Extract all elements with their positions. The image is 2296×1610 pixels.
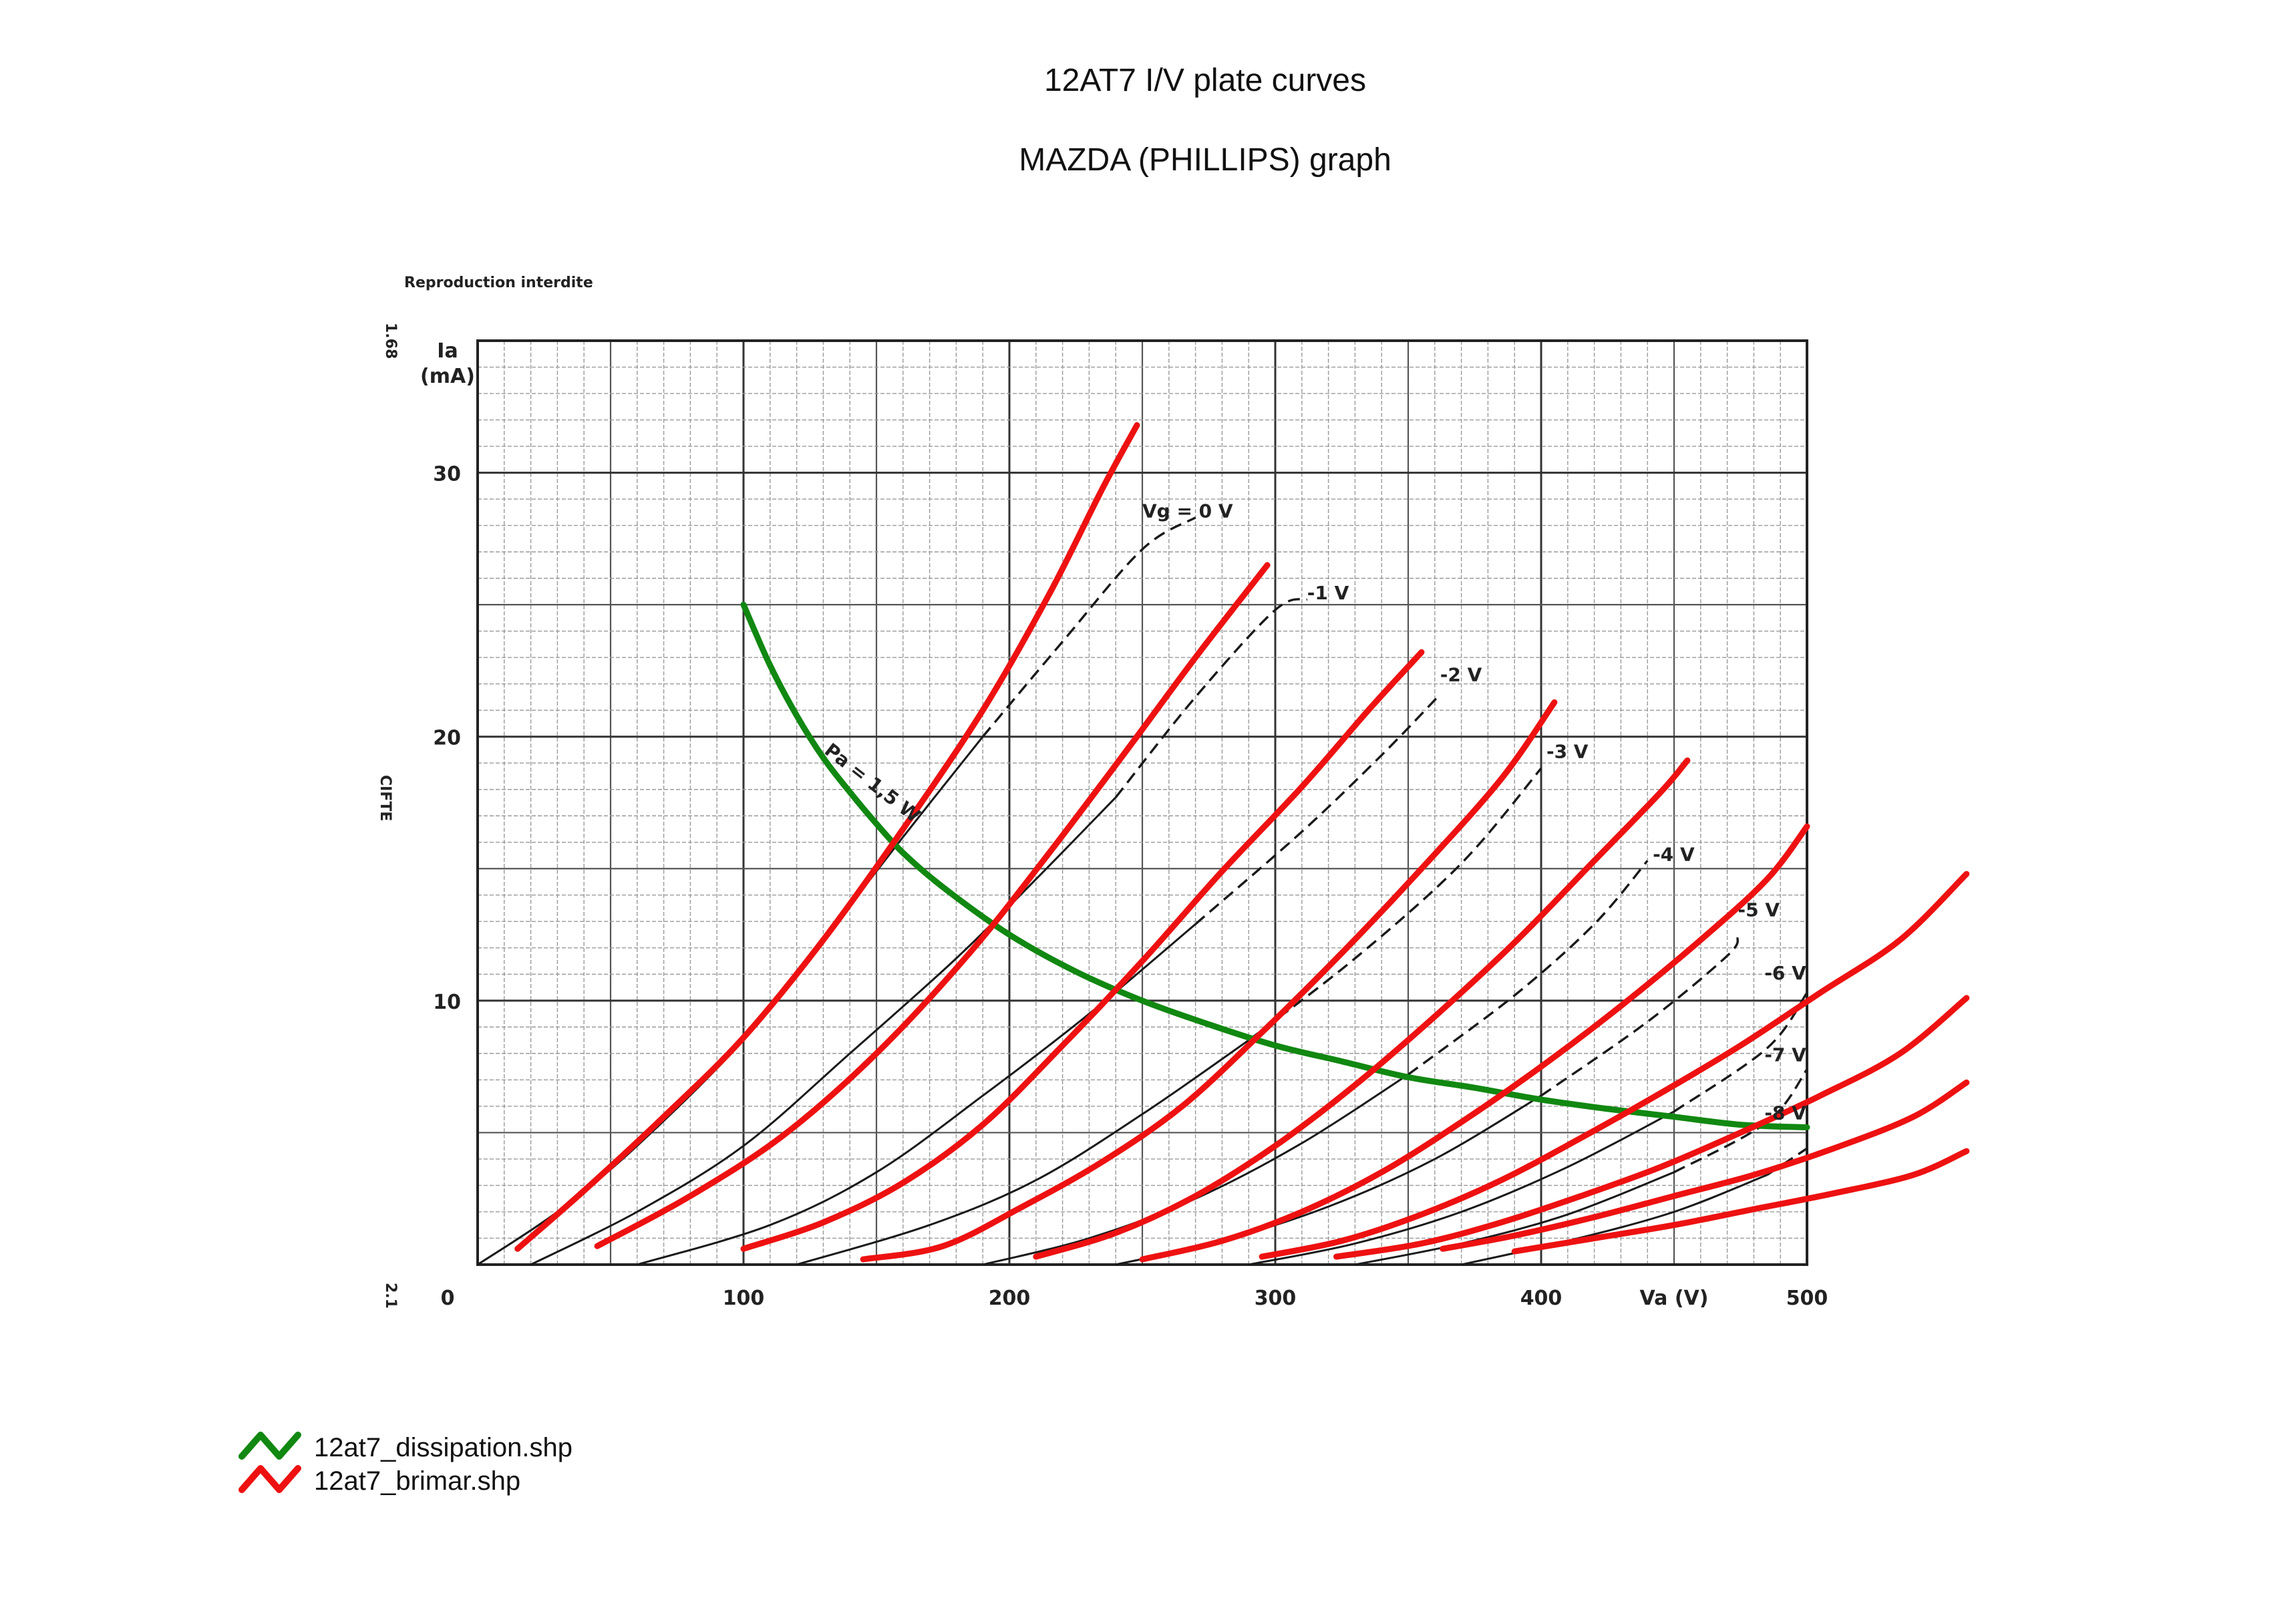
scan-note: Reproduction interdite <box>404 275 593 291</box>
red-line-icon <box>238 1465 301 1493</box>
brimar-curve <box>1511 1148 1970 1255</box>
curve-label: -1 V <box>1307 582 1349 604</box>
series-layer <box>514 422 1970 1263</box>
dissipation-label: Pa = 1,5 W <box>820 739 925 827</box>
legend-label: 12at7_brimar.shp <box>314 1466 520 1496</box>
margin-top-label: 1.68 <box>382 323 399 359</box>
brimar-curve <box>1440 1079 1970 1252</box>
printed-curve-dashed <box>1114 598 1308 798</box>
x-tick-label: 100 <box>723 1287 765 1310</box>
printed-curve-solid <box>637 923 1196 1266</box>
legend-item: 12at7_brimar.shp <box>238 1465 520 1496</box>
printed-curve-solid <box>796 1039 1250 1266</box>
printed-curve-solid <box>1355 1171 1675 1266</box>
legend: 12at7_dissipation.shp 12at7_brimar.shp <box>238 1432 572 1496</box>
legend-item: 12at7_dissipation.shp <box>238 1432 572 1462</box>
printed-curve-dashed <box>1248 768 1542 1041</box>
legend-label: 12at7_dissipation.shp <box>314 1433 572 1462</box>
curve-label: -6 V <box>1764 962 1806 984</box>
green-line-icon <box>238 1432 301 1460</box>
printed-curve-dashed <box>1673 992 1808 1113</box>
x-tick-label: 400 <box>1520 1287 1563 1310</box>
x-origin-label: 0 <box>441 1287 455 1310</box>
brimar-curve <box>860 699 1558 1263</box>
y-axis-label: Ia <box>437 339 458 363</box>
brimar-curve <box>1139 823 1810 1263</box>
x-axis-label: Va (V) <box>1640 1287 1709 1310</box>
brimar-curve <box>514 422 1140 1252</box>
y-tick-label: 10 <box>433 991 461 1014</box>
brimar-curve <box>1333 995 1970 1260</box>
brimar-curve <box>1259 870 1970 1260</box>
curve-label: Vg = 0 V <box>1142 500 1233 522</box>
printed-curve-dashed <box>1673 1068 1808 1174</box>
printed-curve-dashed <box>1540 937 1740 1097</box>
side-label: CIFTE <box>377 775 393 821</box>
curve-label: -4 V <box>1653 843 1695 865</box>
printed-curve-solid <box>530 796 1117 1266</box>
printed-curve-solid <box>1461 1174 1768 1266</box>
brimar-curve <box>594 562 1271 1249</box>
y-axis-unit: (mA) <box>420 365 475 388</box>
x-tick-label: 500 <box>1786 1287 1828 1310</box>
dissipation-curve <box>740 601 1810 1130</box>
printed-curve-solid <box>982 1074 1409 1266</box>
printed-curve-dashed <box>1407 860 1649 1076</box>
curve-label: -5 V <box>1738 899 1780 921</box>
printed-curve-dashed <box>981 516 1196 738</box>
brimar-curve <box>740 649 1425 1252</box>
curve-label: -2 V <box>1440 664 1482 686</box>
y-tick-label: 20 <box>433 727 461 750</box>
curve-labels: Vg = 0 V -1 V -2 V -3 V -4 V -5 V -6 V -7 V -8 V… <box>820 500 1806 1124</box>
x-tick-label: 200 <box>989 1287 1031 1310</box>
curve-label: -8 V <box>1764 1102 1806 1124</box>
curve-label: -3 V <box>1546 740 1589 762</box>
x-tick-label: 300 <box>1255 1287 1297 1310</box>
printed-curve-solid <box>1248 1110 1675 1266</box>
page-title: 12AT7 I/V plate curves <box>1044 63 1366 98</box>
plot-frame <box>476 339 1808 1266</box>
margin-bottom-label: 2.1 <box>382 1283 399 1309</box>
brimar-curve <box>1033 757 1691 1260</box>
y-tick-label: 30 <box>433 463 461 486</box>
curve-label: -7 V <box>1764 1044 1806 1066</box>
page-subtitle: MAZDA (PHILLIPS) graph <box>1019 142 1391 178</box>
